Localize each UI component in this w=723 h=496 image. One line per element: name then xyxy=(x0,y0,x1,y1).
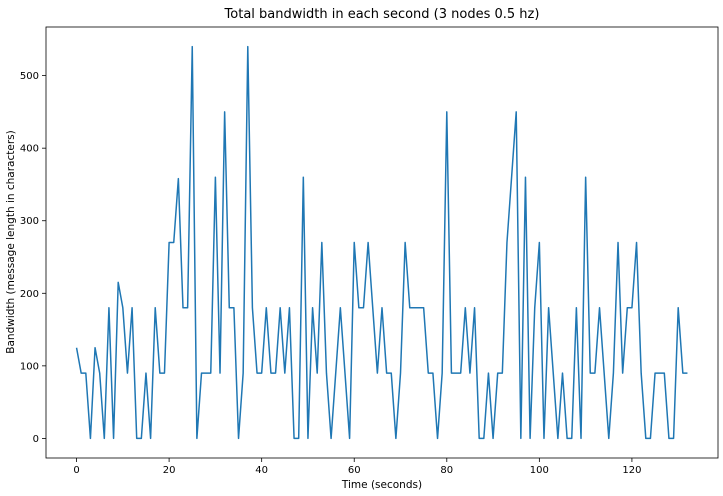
x-tick-label: 120 xyxy=(622,465,641,476)
x-tick-label: 100 xyxy=(530,465,549,476)
x-tick-label: 40 xyxy=(255,465,268,476)
series-line xyxy=(75,45,688,440)
x-tick-label: 0 xyxy=(73,465,79,476)
plot-area-frame xyxy=(45,26,719,459)
y-tick-label: 200 xyxy=(20,289,39,300)
y-tick-label: 500 xyxy=(20,71,39,82)
chart-title: Total bandwidth in each second (3 nodes … xyxy=(224,7,540,22)
y-tick-label: 300 xyxy=(20,216,39,227)
x-tick-label: 20 xyxy=(163,465,176,476)
x-tick-label: 60 xyxy=(348,465,361,476)
x-axis-label: Time (seconds) xyxy=(341,479,422,491)
y-axis-label: Bandwidth (message length in characters) xyxy=(5,130,17,353)
y-tick-label: 0 xyxy=(33,434,39,445)
axis-ticks: 0 20 40 60 80 100 120 0 100 200 300 400 500 xyxy=(20,71,642,476)
x-tick-label: 80 xyxy=(440,465,453,476)
y-tick-label: 100 xyxy=(20,361,39,372)
y-tick-label: 400 xyxy=(20,144,39,155)
